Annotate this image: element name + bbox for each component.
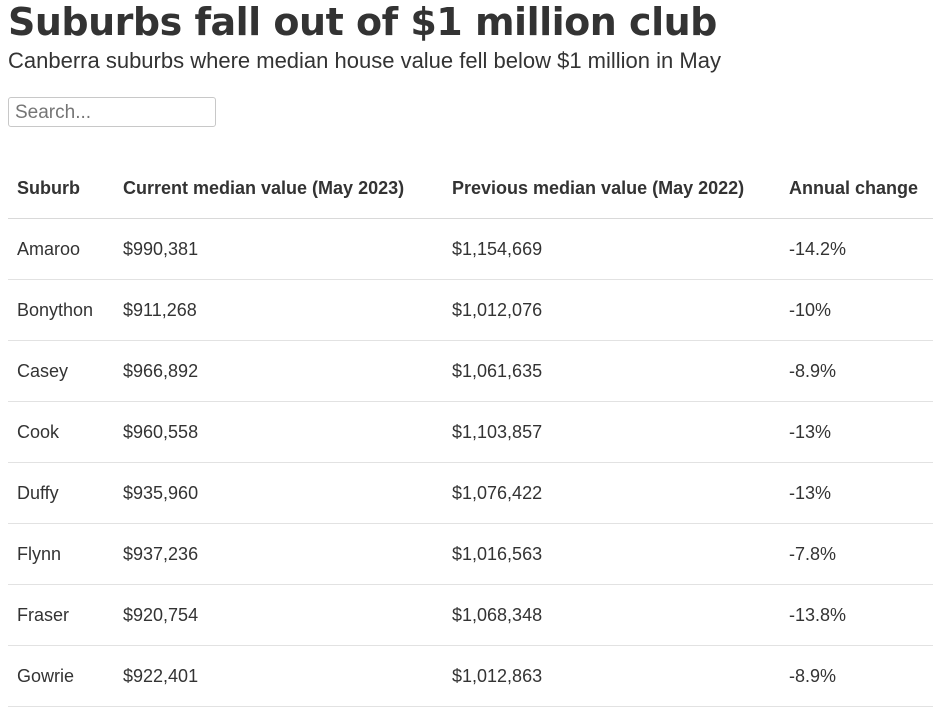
cell-previous-median: $1,076,422 xyxy=(443,462,780,524)
cell-previous-median: $1,061,635 xyxy=(443,340,780,402)
cell-current-median: $990,381 xyxy=(114,218,443,280)
cell-current-median: $960,558 xyxy=(114,401,443,463)
cell-current-median: $920,754 xyxy=(114,584,443,646)
cell-previous-median: $1,012,863 xyxy=(443,645,780,707)
cell-previous-median: $1,016,563 xyxy=(443,523,780,585)
cell-suburb: Gowrie xyxy=(8,645,114,707)
cell-suburb: Fraser xyxy=(8,584,114,646)
cell-annual-change: -13.8% xyxy=(780,584,933,646)
table-row: Duffy $935,960 $1,076,422 -13% xyxy=(8,462,933,524)
cell-previous-median: $1,012,076 xyxy=(443,279,780,341)
cell-previous-median: $1,068,348 xyxy=(443,584,780,646)
cell-annual-change: -13% xyxy=(780,462,933,524)
table-row: Gowrie $922,401 $1,012,863 -8.9% xyxy=(8,645,933,707)
cell-previous-median: $1,154,669 xyxy=(443,218,780,280)
column-header-annual-change[interactable]: Annual change xyxy=(780,158,933,219)
cell-annual-change: -8.9% xyxy=(780,340,933,402)
cell-suburb: Duffy xyxy=(8,462,114,524)
table-row: Cook $960,558 $1,103,857 -13% xyxy=(8,401,933,463)
table-row: Fraser $920,754 $1,068,348 -13.8% xyxy=(8,584,933,646)
cell-suburb: Bonython xyxy=(8,279,114,341)
page-subtitle: Canberra suburbs where median house valu… xyxy=(8,48,721,73)
suburbs-table: Suburb Current median value (May 2023) P… xyxy=(8,158,933,707)
table-row: Amaroo $990,381 $1,154,669 -14.2% xyxy=(8,218,933,280)
column-header-current-median[interactable]: Current median value (May 2023) xyxy=(114,158,443,219)
cell-current-median: $911,268 xyxy=(114,279,443,341)
cell-current-median: $935,960 xyxy=(114,462,443,524)
page-title: Suburbs fall out of $1 million club xyxy=(8,0,717,44)
column-header-previous-median[interactable]: Previous median value (May 2022) xyxy=(443,158,780,219)
cell-annual-change: -7.8% xyxy=(780,523,933,585)
column-header-suburb[interactable]: Suburb xyxy=(8,158,114,219)
table-header-row: Suburb Current median value (May 2023) P… xyxy=(8,158,933,219)
cell-previous-median: $1,103,857 xyxy=(443,401,780,463)
cell-current-median: $922,401 xyxy=(114,645,443,707)
cell-annual-change: -10% xyxy=(780,279,933,341)
table-row: Casey $966,892 $1,061,635 -8.9% xyxy=(8,340,933,402)
cell-current-median: $937,236 xyxy=(114,523,443,585)
cell-suburb: Flynn xyxy=(8,523,114,585)
cell-suburb: Casey xyxy=(8,340,114,402)
cell-annual-change: -13% xyxy=(780,401,933,463)
cell-suburb: Cook xyxy=(8,401,114,463)
cell-annual-change: -8.9% xyxy=(780,645,933,707)
table-row: Bonython $911,268 $1,012,076 -10% xyxy=(8,279,933,341)
table-row: Flynn $937,236 $1,016,563 -7.8% xyxy=(8,523,933,585)
cell-suburb: Amaroo xyxy=(8,218,114,280)
cell-current-median: $966,892 xyxy=(114,340,443,402)
cell-annual-change: -14.2% xyxy=(780,218,933,280)
search-input[interactable] xyxy=(8,97,216,127)
